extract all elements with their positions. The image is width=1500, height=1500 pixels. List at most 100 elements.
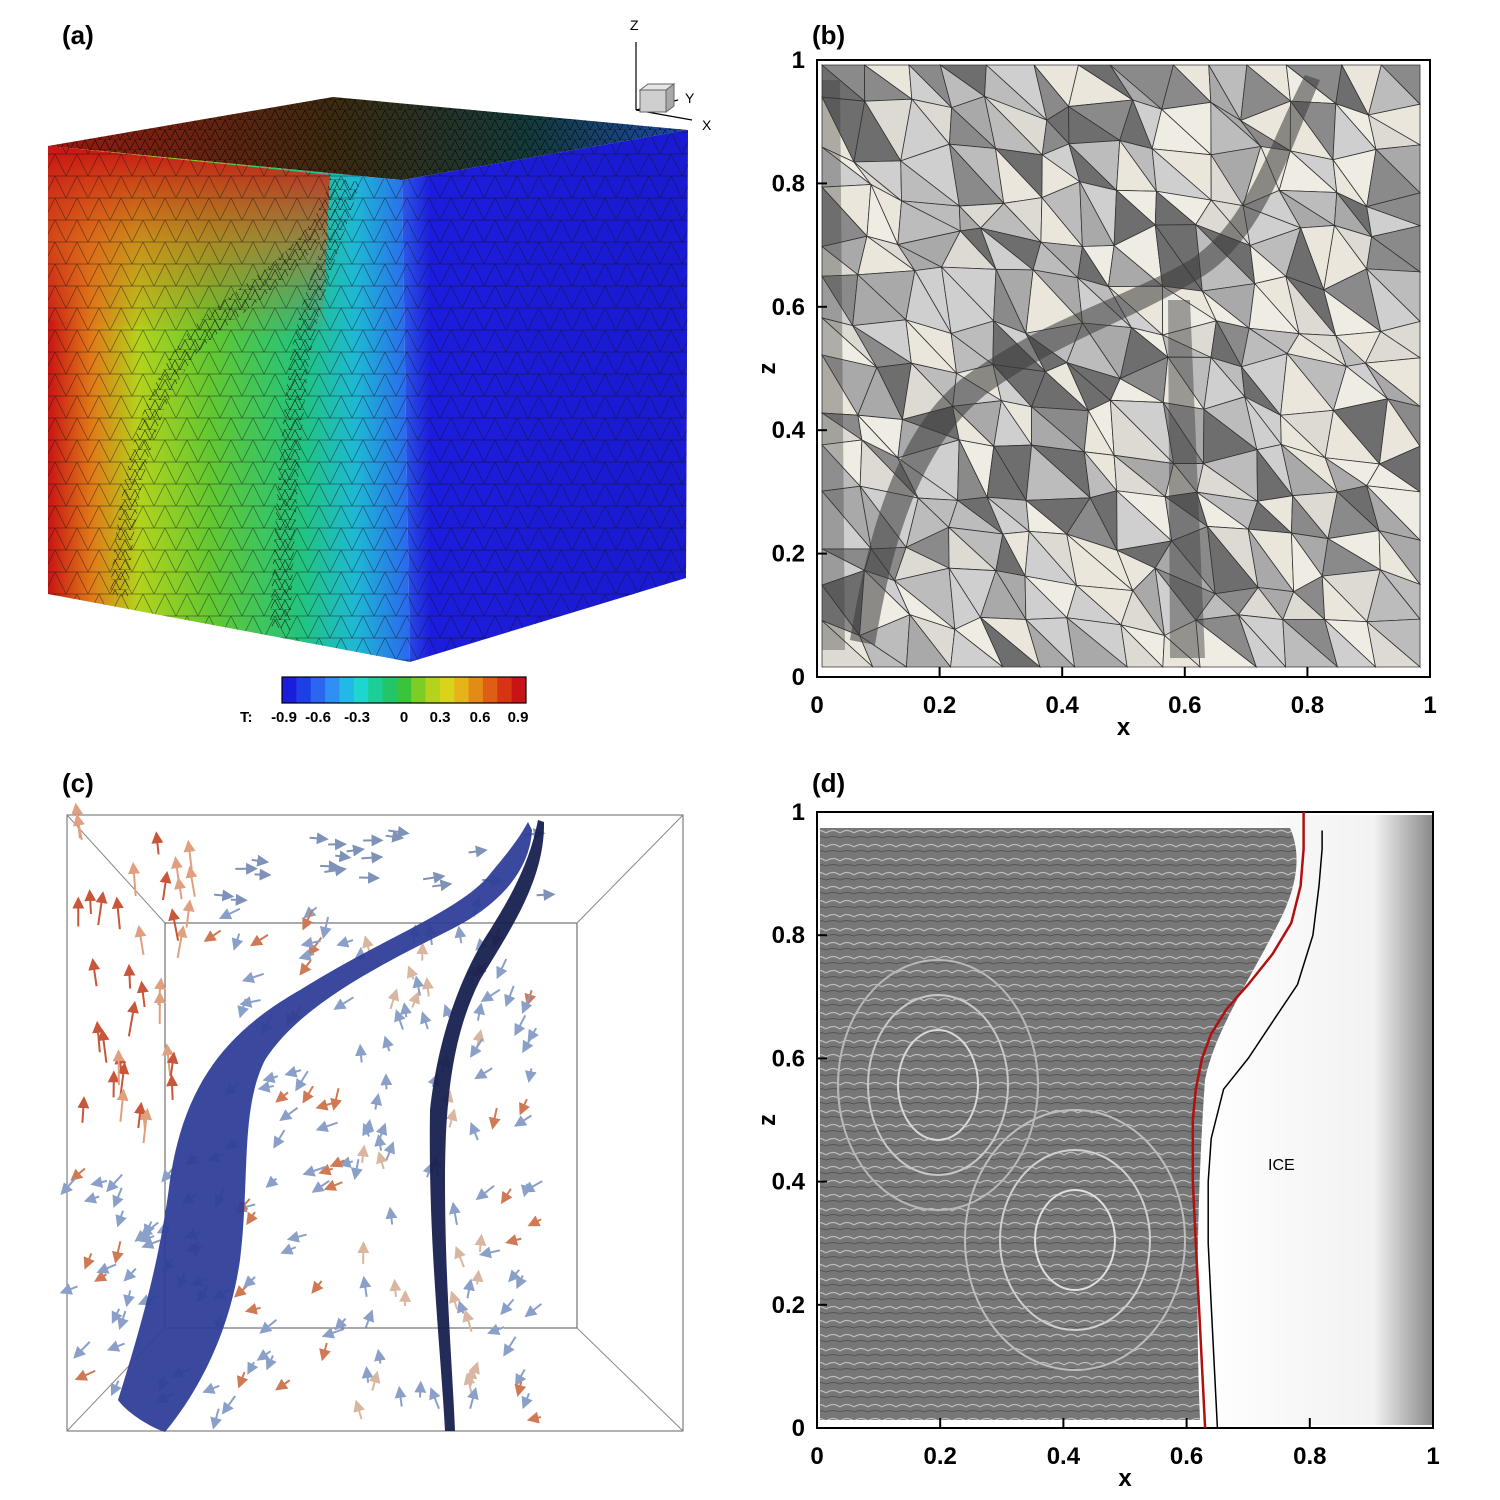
velocity-arrow	[123, 1290, 135, 1308]
velocity-arrow	[374, 1348, 386, 1364]
velocity-arrow	[315, 1099, 336, 1111]
velocity-arrow	[97, 1028, 110, 1063]
velocity-arrow	[59, 1283, 78, 1295]
colorbar-cell	[296, 677, 312, 703]
velocity-arrow	[454, 925, 467, 944]
mesh-triangle	[1238, 614, 1287, 668]
panel-c-inner-box	[164, 922, 578, 1329]
velocity-arrow	[527, 1027, 539, 1043]
velocity-arrow	[462, 1309, 475, 1332]
velocity-arrow	[399, 1002, 412, 1018]
velocity-arrow	[356, 1144, 369, 1163]
velocity-arrow	[154, 977, 166, 1006]
velocity-arrow	[247, 1361, 259, 1375]
velocity-arrow	[202, 1382, 220, 1394]
velocity-arrow	[280, 1243, 297, 1255]
panel-b-ytick-label: 0.8	[772, 170, 805, 197]
velocity-arrow	[320, 860, 341, 873]
velocity-arrow	[110, 1380, 122, 1397]
velocity-arrow	[298, 949, 315, 961]
velocity-arrow	[74, 1369, 96, 1381]
colorbar-cell	[382, 677, 398, 703]
mesh-triangle	[1120, 623, 1164, 668]
velocity-arrow	[519, 1098, 531, 1116]
velocity-arrow	[159, 870, 172, 901]
colorbar-cell	[425, 677, 441, 703]
velocity-arrow	[262, 1071, 279, 1084]
velocity-arrow	[536, 888, 556, 901]
velocity-arrow	[394, 1385, 407, 1407]
velocity-arrow	[166, 1074, 179, 1100]
velocity-arrow	[463, 1278, 475, 1299]
velocity-arrow	[134, 1228, 152, 1242]
velocity-arrow	[141, 1237, 161, 1249]
cube-front-face-mesh	[48, 146, 410, 662]
panel-b-xtick-label: 0.6	[1168, 692, 1201, 719]
panel-d-xtick-label: 0.4	[1047, 1443, 1081, 1470]
velocity-arrow	[321, 1327, 345, 1339]
colorbar-cell	[454, 677, 470, 703]
velocity-arrow	[514, 1381, 527, 1397]
velocity-arrow	[302, 1165, 326, 1177]
velocity-arrow	[318, 1163, 334, 1176]
velocity-arrow	[136, 980, 149, 1008]
colorbar-tick-label: 0	[400, 709, 408, 726]
mesh-triangle	[1066, 616, 1129, 668]
velocity-arrow	[214, 889, 235, 902]
velocity-arrow	[88, 958, 101, 987]
mesh-triangle	[1323, 618, 1377, 668]
velocity-arrow	[474, 1067, 493, 1080]
velocity-arrow	[412, 975, 425, 996]
velocity-arrow	[454, 1246, 466, 1268]
panel-d-xtick-label: 0.8	[1293, 1443, 1326, 1470]
panel-d-ytick-label: 1	[792, 799, 805, 826]
velocity-arrow	[265, 1355, 277, 1371]
panel-d-ytick-label: 0.8	[772, 922, 805, 949]
panel-d-ylabel: z	[754, 1114, 781, 1126]
velocity-arrow	[429, 1387, 441, 1410]
panel-b-ylabel: z	[754, 363, 781, 375]
velocity-arrow	[520, 1183, 533, 1198]
velocity-arrow	[302, 908, 314, 931]
mesh-triangle	[1162, 634, 1202, 668]
velocity-arrow	[368, 1370, 381, 1391]
isosurface-left	[118, 822, 532, 1432]
velocity-arrow	[524, 1068, 537, 1084]
velocity-arrow	[475, 1184, 495, 1201]
velocity-arrow	[445, 1108, 458, 1128]
velocity-arrow	[295, 1070, 309, 1092]
velocity-arrow	[203, 929, 222, 942]
velocity-arrow	[359, 1275, 372, 1297]
velocity-arrow	[362, 1309, 375, 1328]
velocity-arrow	[257, 1080, 275, 1093]
velocity-arrow	[246, 1211, 258, 1226]
velocity-arrow	[302, 1085, 314, 1104]
velocity-arrow	[93, 1270, 108, 1282]
cube-side-face-mesh	[402, 130, 688, 662]
velocity-arrow	[336, 936, 354, 948]
velocity-arrow	[84, 889, 97, 914]
colorbar-cell	[482, 677, 498, 703]
velocity-arrow	[338, 1156, 354, 1168]
velocity-arrow	[259, 1319, 278, 1334]
velocity-arrow	[420, 1011, 432, 1030]
velocity-arrow	[480, 988, 501, 1003]
velocity-arrow	[374, 1133, 387, 1151]
velocity-arrow	[236, 1371, 249, 1389]
panel-d-xtick-label: 0	[810, 1443, 823, 1470]
velocity-arrow	[362, 1122, 374, 1137]
velocity-arrow	[375, 1122, 388, 1140]
velocity-arrow	[504, 985, 516, 1008]
velocity-arrow	[83, 1192, 100, 1204]
velocity-arrow	[473, 1002, 486, 1021]
colorbar-cell	[439, 677, 455, 703]
velocity-arrow	[127, 861, 140, 897]
velocity-arrow	[449, 1201, 461, 1226]
velocity-arrow	[168, 908, 181, 941]
velocity-arrow	[300, 936, 321, 949]
velocity-arrow	[237, 998, 249, 1019]
velocity-arrow	[183, 839, 196, 871]
velocity-arrow	[60, 1177, 77, 1196]
velocity-arrow	[299, 959, 312, 976]
